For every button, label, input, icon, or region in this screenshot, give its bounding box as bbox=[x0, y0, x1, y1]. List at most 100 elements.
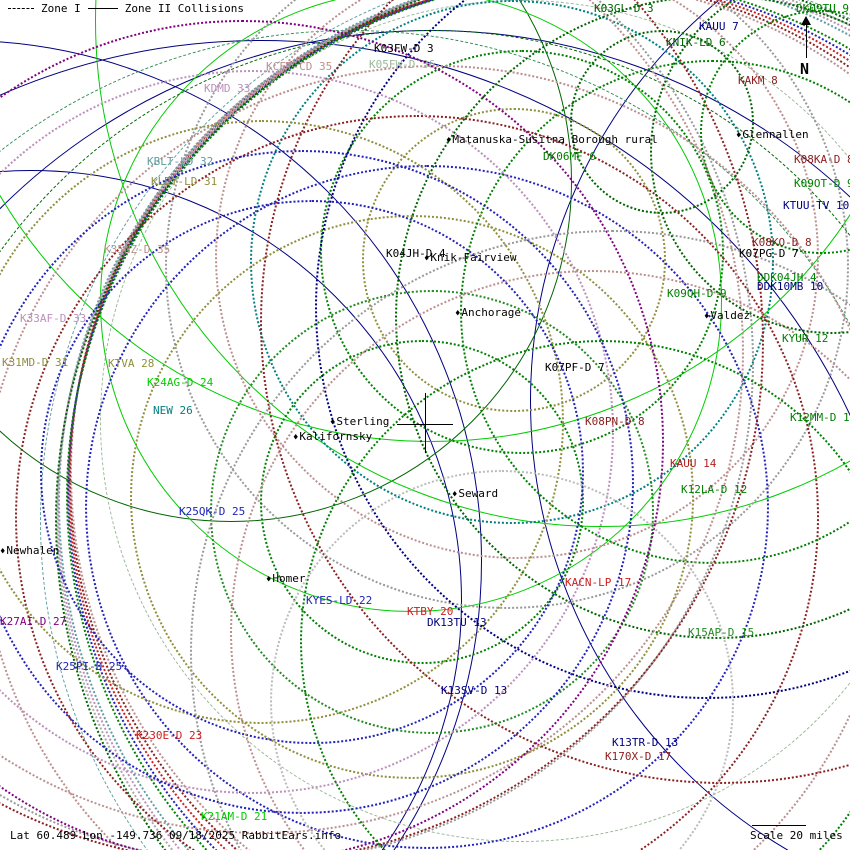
city-name: Glennallen bbox=[742, 128, 809, 141]
contour-circle bbox=[100, 0, 722, 612]
contour-circle bbox=[100, 0, 850, 842]
station-label: KAUU 7 bbox=[699, 20, 739, 33]
contour-circle bbox=[300, 340, 850, 850]
contour-circle bbox=[40, 200, 584, 744]
contour-circle bbox=[40, 0, 850, 850]
station-label: K12MM-D 12 bbox=[790, 411, 850, 424]
station-label: K33AF-D 33 bbox=[20, 312, 87, 325]
city-name: Kalifornsky bbox=[299, 430, 373, 443]
city-name: Matanuska-Susitna Borough rural bbox=[452, 133, 658, 146]
contour-circle bbox=[700, 10, 850, 254]
city-marker-icon: ♦ bbox=[446, 136, 452, 146]
station-label: K24AG-D 24 bbox=[147, 376, 214, 389]
contour-circle bbox=[0, 170, 462, 850]
contour-circle bbox=[0, 0, 764, 850]
station-label: KAKM 8 bbox=[738, 74, 778, 87]
contour-circle bbox=[260, 0, 850, 784]
city-label: ♦Homer bbox=[266, 572, 306, 587]
station-label: K35NZ-D 35 bbox=[104, 243, 171, 256]
station-label: K08PN-D 8 bbox=[585, 415, 645, 428]
station-label: KCFT-CD 35 bbox=[266, 60, 333, 73]
city-marker-icon: ♦ bbox=[0, 547, 6, 557]
contour-circle bbox=[67, 0, 850, 850]
contour-circle bbox=[66, 0, 850, 850]
city-name: Valdez bbox=[710, 309, 751, 322]
city-marker-icon: ♦ bbox=[266, 575, 272, 585]
city-label: ♦Knik-Fairview bbox=[424, 251, 517, 266]
compass: N bbox=[792, 14, 822, 78]
contour-circle bbox=[0, 0, 850, 442]
station-label: KTVA 28 bbox=[108, 357, 155, 370]
station-label: K13TR-D 13 bbox=[612, 736, 679, 749]
contour-circle bbox=[530, 0, 850, 850]
contour-circle bbox=[70, 0, 850, 850]
city-marker-icon: ♦ bbox=[704, 312, 710, 322]
city-label: ♦Glennallen bbox=[736, 128, 809, 143]
station-label: KNIK-LD 6 bbox=[666, 36, 726, 49]
contour-circle bbox=[210, 290, 654, 734]
contour-circle bbox=[215, 0, 819, 559]
station-label: K27AI-D 27 bbox=[0, 615, 67, 628]
city-marker-icon: ♦ bbox=[455, 309, 461, 319]
city-name: Anchorage bbox=[461, 306, 522, 319]
city-marker-icon: ♦ bbox=[736, 131, 742, 141]
contour-circle bbox=[165, 0, 849, 609]
contour-circle bbox=[58, 0, 850, 850]
scale-label: Scale 20 miles bbox=[750, 829, 843, 842]
station-label: K170X-D 17 bbox=[605, 750, 672, 763]
contour-circle bbox=[190, 230, 850, 850]
city-name: Homer bbox=[272, 572, 306, 585]
contour-circle bbox=[260, 340, 584, 664]
station-label: KLDY-LD 31 bbox=[151, 175, 218, 188]
station-label: KDMD 33 bbox=[204, 82, 251, 95]
station-label: K05FW-D 36 bbox=[369, 58, 436, 71]
station-label: KAUU 14 bbox=[670, 457, 717, 470]
station-label: K31MD-D 31 bbox=[2, 356, 69, 369]
legend-zone1-label: Zone I bbox=[41, 2, 81, 15]
contour-circle bbox=[460, 60, 850, 564]
contour-circle bbox=[0, 0, 572, 522]
station-label: K25PI-D 25 bbox=[56, 660, 123, 673]
station-label: KACN-LP 17 bbox=[565, 576, 632, 589]
contour-circle bbox=[0, 65, 850, 850]
station-label: K07PG-D 7 bbox=[739, 247, 799, 260]
city-label: ♦Sterling bbox=[330, 415, 389, 430]
station-label: K230E-D 23 bbox=[136, 729, 203, 742]
city-name: Seward bbox=[458, 487, 499, 500]
contour-circle bbox=[0, 40, 482, 850]
crosshair-vertical-line bbox=[425, 393, 426, 453]
contour-circle bbox=[0, 70, 614, 794]
compass-north-label: N bbox=[800, 60, 810, 78]
contour-circle bbox=[15, 115, 819, 850]
station-label: K21AM-D 21 bbox=[201, 810, 268, 823]
station-label: K03GL-D 3 bbox=[594, 2, 654, 15]
station-label: K12LA-D 12 bbox=[681, 483, 748, 496]
scale-bar-line bbox=[752, 825, 806, 826]
city-marker-icon: ♦ bbox=[452, 490, 458, 500]
city-name: Knik-Fairview bbox=[430, 251, 517, 264]
station-label: KYES-LD 22 bbox=[306, 594, 373, 607]
contour-circle bbox=[85, 165, 769, 849]
contour-circle bbox=[0, 120, 564, 724]
city-label: ♦Matanuska-Susitna Borough rural bbox=[446, 133, 658, 148]
station-label: K09OT-D 9 bbox=[794, 177, 850, 190]
city-label: ♦Kalifornsky bbox=[293, 430, 372, 445]
station-label: KTUU-TV 10 bbox=[783, 199, 850, 212]
contour-circle bbox=[69, 0, 850, 850]
contour-circle bbox=[0, 0, 754, 850]
contour-circle bbox=[55, 0, 850, 850]
contour-circle bbox=[0, 0, 744, 834]
station-label: KTBY 20 bbox=[407, 605, 454, 618]
contour-circle bbox=[230, 270, 850, 850]
legend: Zone I Zone II Collisions bbox=[8, 2, 244, 15]
station-label: K03FW-D 3 bbox=[374, 42, 434, 55]
station-label: K04JH-D 4 bbox=[386, 247, 446, 260]
city-label: ♦Seward bbox=[452, 487, 498, 502]
station-label: DDK10MB 10 bbox=[757, 280, 824, 293]
city-marker-icon: ♦ bbox=[330, 418, 336, 428]
city-marker-icon: ♦ bbox=[424, 254, 430, 264]
station-label: K08KA-D 8 bbox=[794, 153, 850, 166]
contour-circle bbox=[0, 20, 664, 850]
contour-circle bbox=[250, 0, 774, 524]
